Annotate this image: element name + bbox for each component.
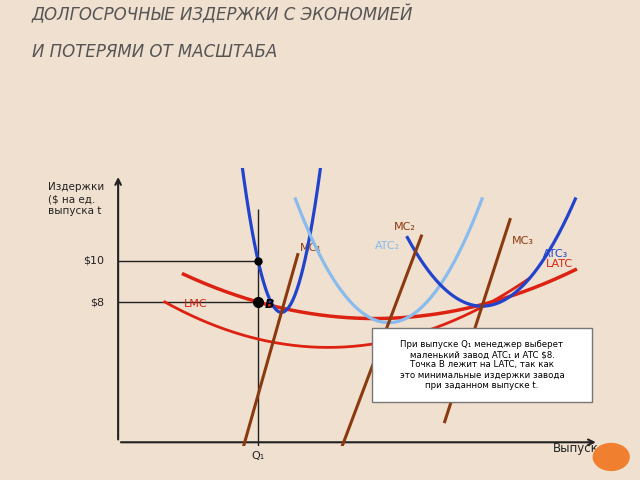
Text: MC₂: MC₂	[394, 222, 415, 232]
Text: И ПОТЕРЯМИ ОТ МАСШТАБА: И ПОТЕРЯМИ ОТ МАСШТАБА	[32, 43, 277, 61]
Text: При выпуске Q₁ менеджер выберет
маленький завод ATC₁ и ATC $8.
Точка B лежит на : При выпуске Q₁ менеджер выберет маленьки…	[399, 340, 564, 390]
Text: ATC₂: ATC₂	[375, 241, 400, 252]
Text: Q₁: Q₁	[252, 451, 265, 460]
Text: MC₃: MC₃	[513, 236, 534, 246]
Text: Выпуск: Выпуск	[553, 442, 598, 455]
Text: $10: $10	[83, 256, 104, 266]
Text: $8: $8	[90, 297, 104, 307]
Text: ДОЛГОСРОЧНЫЕ ИЗДЕРЖКИ С ЭКОНОМИЕЙ: ДОЛГОСРОЧНЫЕ ИЗДЕРЖКИ С ЭКОНОМИЕЙ	[32, 5, 413, 24]
Text: LATC: LATC	[546, 259, 573, 269]
FancyBboxPatch shape	[372, 328, 591, 402]
Text: Издержки
($ на ед.
выпуска t: Издержки ($ на ед. выпуска t	[48, 182, 104, 216]
Text: MC₁: MC₁	[300, 242, 322, 252]
Text: B: B	[265, 298, 275, 311]
Text: LMC: LMC	[184, 299, 207, 309]
Text: ATC₃: ATC₃	[543, 249, 568, 259]
